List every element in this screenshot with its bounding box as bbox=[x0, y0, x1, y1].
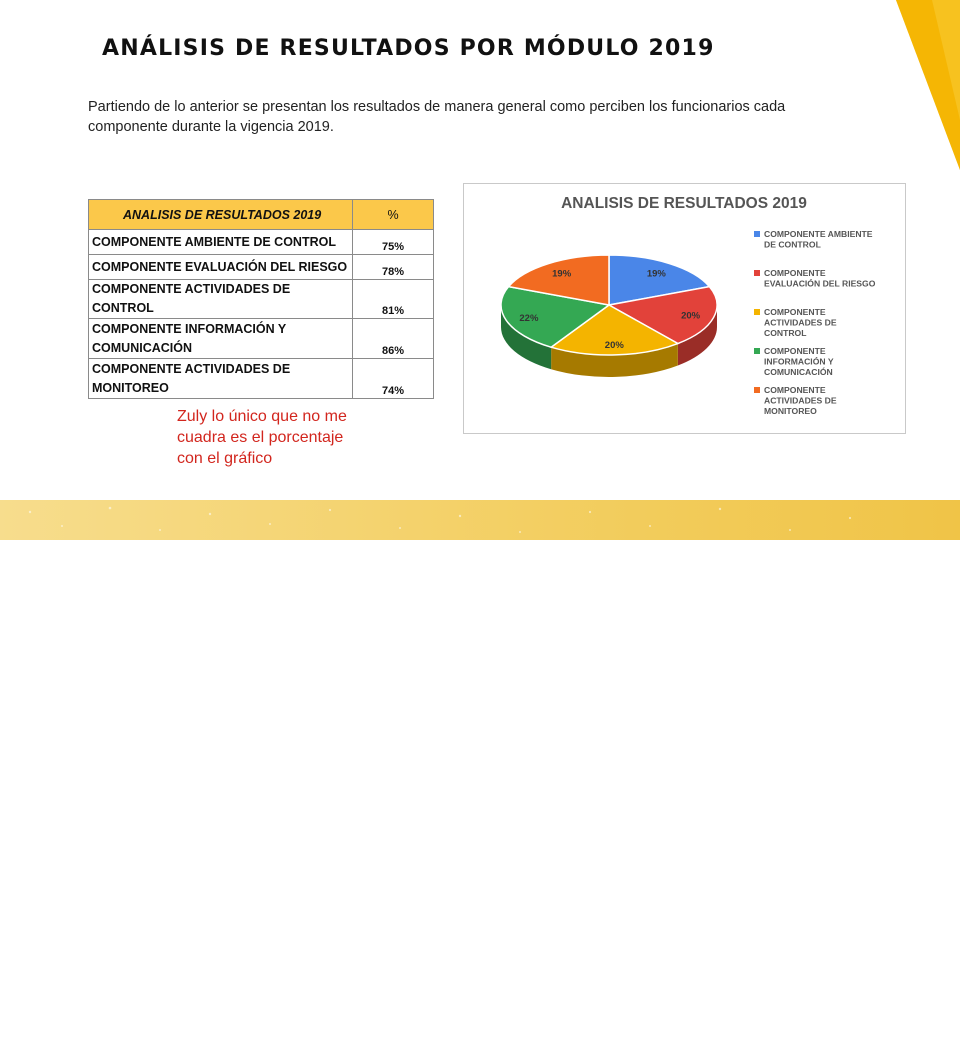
legend-swatch bbox=[754, 270, 760, 276]
row-component-name: COMPONENTE ACTIVIDADES DE MONITOREO bbox=[88, 358, 353, 399]
corner-decoration bbox=[896, 0, 960, 170]
institution-logo-icon bbox=[922, 1006, 940, 1035]
table-row: COMPONENTE AMBIENTE DE CONTROL 75% bbox=[88, 229, 434, 255]
results-table: ANALISIS DE RESULTADOS 2019 % COMPONENTE… bbox=[88, 199, 434, 399]
legend-swatch bbox=[754, 309, 760, 315]
table-row: COMPONENTE ACTIVIDADES DE MONITOREO 74% bbox=[88, 358, 434, 399]
row-percent: 78% bbox=[352, 254, 434, 280]
header-percent: % bbox=[352, 199, 434, 230]
legend-swatch bbox=[754, 231, 760, 237]
pie-slice-side bbox=[551, 343, 678, 377]
row-percent: 74% bbox=[352, 358, 434, 399]
review-note: Zuly lo único que no me cuadra es el por… bbox=[177, 408, 347, 467]
legend-swatch bbox=[754, 387, 760, 393]
pie-slices bbox=[500, 254, 718, 356]
footer-pattern bbox=[28, 506, 852, 533]
row-component-name: COMPONENTE ACTIVIDADES DE CONTROL bbox=[88, 279, 353, 319]
row-component-name: COMPONENTE INFORMACIÓN Y COMUNICACIÓN bbox=[88, 318, 353, 359]
intro-paragraph: Partiendo de lo anterior se presentan lo… bbox=[88, 99, 786, 135]
pie-slice bbox=[606, 285, 718, 345]
pie-slice-side bbox=[677, 305, 717, 366]
pie-data-label: 22% bbox=[519, 313, 539, 324]
legend-swatch bbox=[754, 348, 760, 354]
row-percent: 86% bbox=[352, 318, 434, 359]
legend-label: COMPONENTE EVALUACIÓN DEL RIESGO bbox=[764, 268, 876, 289]
row-component-name: COMPONENTE EVALUACIÓN DEL RIESGO bbox=[88, 254, 353, 280]
table-header-row: ANALISIS DE RESULTADOS 2019 % bbox=[88, 199, 434, 230]
table-row: COMPONENTE EVALUACIÓN DEL RIESGO 78% bbox=[88, 254, 434, 280]
legend-label: COMPONENTE ACTIVIDADES DE MONITOREO bbox=[764, 385, 837, 416]
chart-legend: COMPONENTE AMBIENTE DE CONTROL COMPONENTE E… bbox=[754, 229, 876, 416]
legend-label: COMPONENTE AMBIENTE DE CONTROL bbox=[764, 229, 873, 250]
pie-data-label: 20% bbox=[605, 340, 625, 351]
row-component-name: COMPONENTE AMBIENTE DE CONTROL bbox=[88, 229, 353, 255]
table-row: COMPONENTE ACTIVIDADES DE CONTROL 81% bbox=[88, 279, 434, 319]
table-row: COMPONENTE INFORMACIÓN Y COMUNICACIÓN 86… bbox=[88, 318, 434, 359]
pie-data-labels: 19% 20% 20% 22% 19% bbox=[519, 269, 700, 351]
pie-slice bbox=[608, 254, 711, 306]
pie-data-label: 20% bbox=[681, 311, 701, 322]
chart-title: ANALISIS DE RESULTADOS 2019 bbox=[561, 195, 807, 212]
pie-slice bbox=[500, 285, 611, 349]
footer-band bbox=[0, 500, 960, 1035]
pie-data-label: 19% bbox=[647, 269, 667, 280]
row-percent: 75% bbox=[352, 229, 434, 255]
pie-data-label: 19% bbox=[552, 269, 572, 280]
slide-title: ANÁLISIS DE RESULTADOS POR MÓDULO 2019 bbox=[102, 36, 715, 61]
legend-label: COMPONENTE INFORMACIÓN Y COMUNICACIÓN bbox=[764, 346, 834, 377]
pie-chart-panel: ANALISIS DE RESULTADOS 2019 19% 20% 20% 22%… bbox=[463, 183, 906, 434]
pie-chart: ANALISIS DE RESULTADOS 2019 19% 20% 20% 22%… bbox=[500, 195, 876, 416]
header-component: ANALISIS DE RESULTADOS 2019 bbox=[88, 199, 353, 230]
pie-slice bbox=[549, 304, 680, 356]
row-percent: 81% bbox=[352, 279, 434, 319]
legend-label: COMPONENTE ACTIVIDADES DE CONTROL bbox=[764, 307, 837, 338]
pie-slice bbox=[507, 254, 610, 306]
